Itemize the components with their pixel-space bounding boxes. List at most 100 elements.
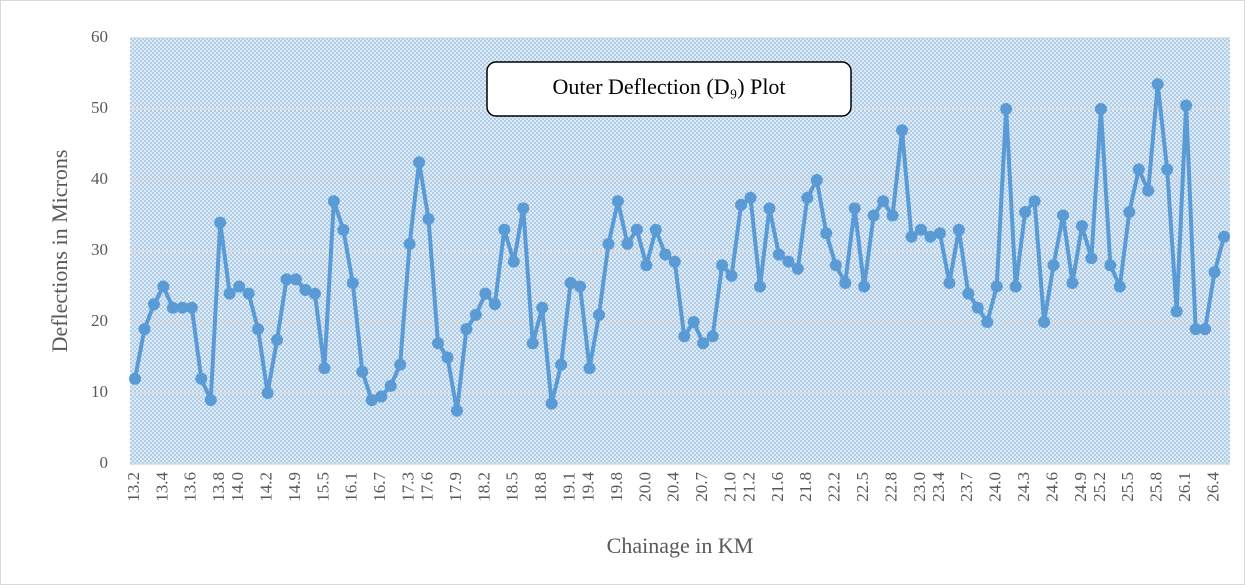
data-point xyxy=(1009,280,1022,293)
y-tick-label: 0 xyxy=(100,453,109,472)
x-tick-label: 18.5 xyxy=(503,472,522,502)
data-point xyxy=(574,280,587,293)
data-point xyxy=(1170,305,1183,318)
data-point xyxy=(820,227,833,240)
data-point xyxy=(1113,280,1126,293)
data-point xyxy=(166,301,179,314)
chart-title: Outer Deflection (D₉) Plot xyxy=(552,74,785,99)
x-tick-label: 20.7 xyxy=(692,472,711,502)
data-point xyxy=(1189,323,1202,336)
data-point xyxy=(375,390,388,403)
x-tick-label: 24.3 xyxy=(1014,472,1033,502)
data-point xyxy=(829,259,842,272)
data-point xyxy=(678,330,691,343)
y-tick-label: 60 xyxy=(91,27,108,46)
data-point xyxy=(602,237,615,250)
data-point xyxy=(735,198,748,211)
data-point xyxy=(1085,252,1098,265)
data-point xyxy=(763,202,776,215)
data-point xyxy=(1218,230,1230,243)
data-point xyxy=(289,273,302,286)
data-point xyxy=(299,284,312,297)
data-point xyxy=(555,358,568,371)
data-point xyxy=(952,223,965,236)
data-point xyxy=(971,301,984,314)
data-point xyxy=(1208,266,1221,279)
data-point xyxy=(886,209,899,222)
x-tick-label: 22.8 xyxy=(881,472,900,502)
data-point xyxy=(801,191,814,204)
data-point xyxy=(1019,205,1032,218)
data-point xyxy=(848,202,861,215)
data-point xyxy=(1047,259,1060,272)
data-point xyxy=(1066,276,1079,289)
data-point xyxy=(659,248,672,261)
data-point xyxy=(422,213,435,226)
x-tick-label: 21.8 xyxy=(796,472,815,502)
data-point xyxy=(725,269,738,282)
data-point xyxy=(195,372,208,385)
data-point xyxy=(810,174,823,186)
data-point xyxy=(536,301,549,314)
data-point xyxy=(593,308,606,321)
y-tick-label: 20 xyxy=(91,311,108,330)
x-tick-label: 25.8 xyxy=(1147,472,1166,502)
x-tick-label: 23.0 xyxy=(910,472,929,502)
data-point xyxy=(943,276,956,289)
data-point xyxy=(1142,184,1155,197)
x-tick-label: 22.2 xyxy=(825,472,844,502)
data-point xyxy=(441,351,454,364)
data-point xyxy=(1123,205,1136,218)
data-point xyxy=(981,316,994,328)
data-point xyxy=(185,301,198,314)
x-tick-label: 13.6 xyxy=(181,472,200,502)
data-point xyxy=(460,323,473,336)
x-axis-title: Chainage in KM xyxy=(607,533,754,558)
data-point xyxy=(621,237,634,250)
data-point xyxy=(1028,195,1041,208)
data-point xyxy=(914,223,927,236)
x-tick-label: 20.4 xyxy=(664,472,683,502)
data-point xyxy=(839,276,852,289)
x-tick-label: 21.0 xyxy=(720,472,739,502)
data-point xyxy=(962,287,975,300)
data-point xyxy=(252,323,265,336)
x-tick-label: 18.2 xyxy=(474,472,493,502)
data-point xyxy=(308,287,321,300)
data-point xyxy=(346,276,359,289)
data-point xyxy=(280,273,293,286)
x-tick-label: 14.9 xyxy=(285,472,304,502)
data-point xyxy=(469,308,482,321)
x-tick-label: 19.4 xyxy=(578,472,597,502)
data-point xyxy=(1104,259,1117,272)
data-point xyxy=(611,195,624,208)
data-point xyxy=(668,255,681,268)
data-point xyxy=(1132,163,1145,176)
x-tick-label: 17.3 xyxy=(399,472,418,502)
data-point xyxy=(649,223,662,236)
data-point xyxy=(697,337,710,350)
data-point xyxy=(1075,220,1088,233)
data-point xyxy=(583,362,596,375)
x-tick-label: 20.0 xyxy=(635,472,654,502)
x-tick-label: 23.4 xyxy=(929,472,948,502)
data-point xyxy=(498,223,511,236)
y-tick-label: 40 xyxy=(91,169,108,188)
data-point xyxy=(630,223,643,236)
data-point xyxy=(753,280,766,293)
data-point xyxy=(147,298,160,311)
data-point xyxy=(233,280,246,293)
data-point xyxy=(394,358,407,371)
x-tick-label: 14.2 xyxy=(256,472,275,502)
data-point xyxy=(261,387,274,399)
data-point xyxy=(545,397,558,410)
data-point xyxy=(933,227,946,240)
x-tick-label: 24.9 xyxy=(1071,472,1090,502)
data-point xyxy=(896,124,909,137)
y-tick-label: 50 xyxy=(91,98,108,117)
data-point xyxy=(744,191,757,204)
x-tick-label: 24.6 xyxy=(1042,472,1061,502)
data-point xyxy=(507,255,520,268)
